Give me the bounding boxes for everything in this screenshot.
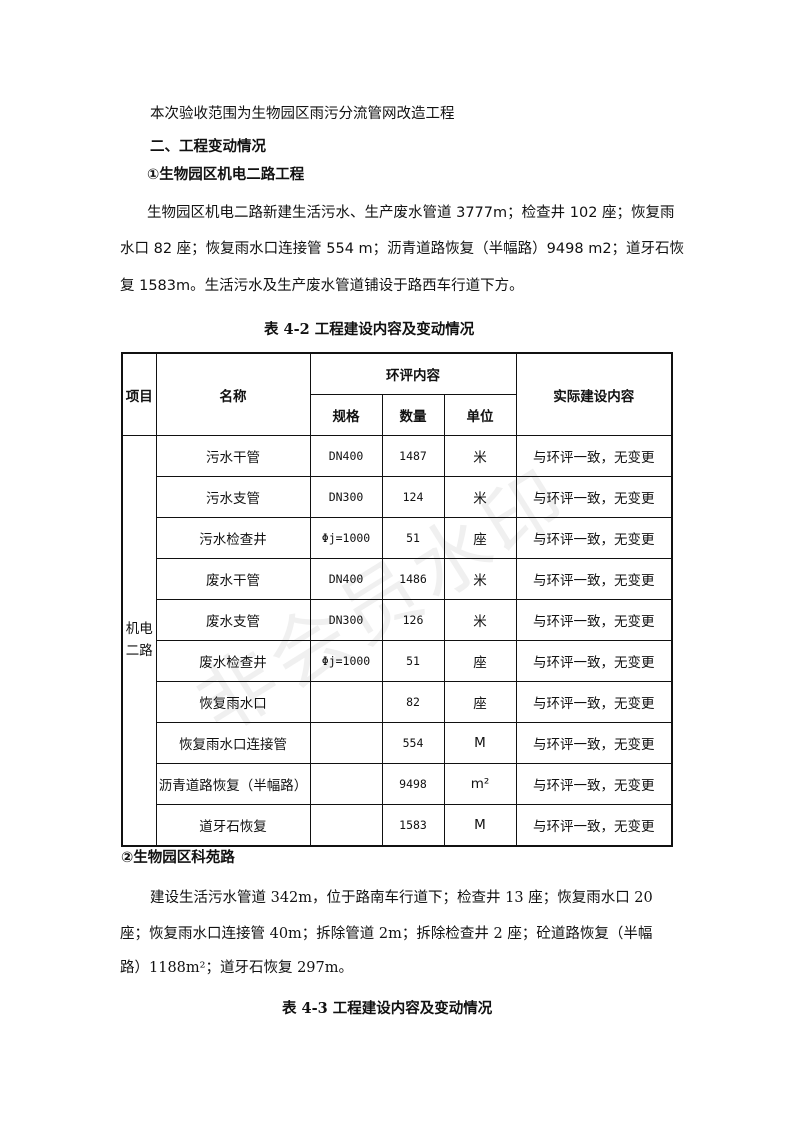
cell-name: 污水检查井: [155, 517, 311, 559]
para2-line: 建设生活污水管道 342m，位于路南车行道下；检查井 13 座；恢复雨水口 20: [150, 890, 653, 906]
cell-name: 废水支管: [155, 599, 311, 641]
cell-actual: 与环评一致，无变更: [515, 640, 673, 682]
header-actual: 实际建设内容: [515, 352, 673, 436]
table-row: 机电二路 污水干管 DN400 1487 米与环评一致，无变更: [121, 435, 673, 847]
cell-name: 废水干管: [155, 558, 311, 600]
cell-spec: [309, 681, 383, 723]
cell-name: 废水检查井: [155, 640, 311, 682]
cell-qty: 51: [381, 517, 445, 559]
cell-unit: 米: [443, 558, 517, 600]
cell-spec: DN300: [309, 476, 383, 518]
cell-spec: [309, 763, 383, 805]
cell-name: 污水支管: [155, 476, 311, 518]
cell-qty: 82: [381, 681, 445, 723]
table-row: 道牙石恢复 1583 M 与环评一致，无变更: [122, 804, 673, 847]
para1-line: 复 1583m。生活污水及生产废水管道铺设于路西车行道下方。: [120, 278, 524, 294]
cell-unit: 米: [443, 435, 517, 477]
cell-actual: 与环评一致，无变更: [515, 681, 673, 723]
cell-unit: 座: [443, 681, 517, 723]
section-heading: 二、工程变动情况: [150, 139, 266, 155]
cell-spec: DN400: [309, 435, 383, 477]
table1: 项目 名称 环评内容 实际建设内容 规格 数量 单位 机电二路 污水干管 DN400…: [121, 352, 673, 847]
para2-line: 座；恢复雨水口连接管 40m；拆除管道 2m；拆除检查井 2 座；砼道路恢复（半…: [120, 926, 653, 942]
cell-unit: 米: [443, 599, 517, 641]
header-unit: 单位: [443, 394, 517, 436]
cell-qty: 126: [381, 599, 445, 641]
cell-qty: 1487: [381, 435, 445, 477]
table-header-row: 项目 名称 环评内容 实际建设内容: [121, 352, 673, 436]
cell-actual: 与环评一致，无变更: [515, 804, 673, 847]
cell-name: 污水干管: [155, 435, 311, 477]
cell-qty: 9498: [381, 763, 445, 805]
cell-name: 恢复雨水口连接管: [155, 722, 311, 764]
cell-spec: Φj=1000: [309, 517, 383, 559]
table-row: 沥青道路恢复（半幅路） 9498 m² 与环评一致，无变更: [122, 763, 673, 805]
header-eia: 环评内容: [309, 352, 517, 395]
cell-spec: [309, 804, 383, 847]
table-row: 废水干管 DN400 1486 米与环评一致，无变更: [122, 558, 673, 600]
cell-actual: 与环评一致，无变更: [515, 435, 673, 477]
table1-caption: 表 4-2 工程建设内容及变动情况: [264, 321, 475, 338]
header-item: 项目: [121, 352, 157, 436]
table-row: 废水支管 DN300 126 米与环评一致，无变更: [122, 599, 673, 641]
cell-actual: 与环评一致，无变更: [515, 722, 673, 764]
para1-line: 生物园区机电二路新建生活污水、生产废水管道 3777m；检查井 102 座；恢复…: [147, 205, 675, 221]
cell-unit: 米: [443, 476, 517, 518]
header-spec: 规格: [309, 394, 383, 436]
cell-actual: 与环评一致，无变更: [515, 763, 673, 805]
cell-name: 沥青道路恢复（半幅路）: [155, 763, 311, 805]
cell-unit: M: [443, 722, 517, 764]
header-qty: 数量: [381, 394, 445, 436]
cell-qty: 1583: [381, 804, 445, 847]
sub2-heading: ②生物园区科苑路: [121, 850, 235, 866]
table-row: 污水检查井 Φj=1000 51 座与环评一致，无变更: [122, 517, 673, 559]
cell-unit: 座: [443, 640, 517, 682]
cell-spec: DN300: [309, 599, 383, 641]
table-row: 恢复雨水口连接管 554 M 与环评一致，无变更: [122, 722, 673, 764]
cell-unit: m²: [443, 763, 517, 805]
para2-line: 路）1188m²；道牙石恢复 297m。: [120, 960, 353, 976]
cell-name: 道牙石恢复: [155, 804, 311, 847]
table-row: 废水检查井 Φj=1000 51 座与环评一致，无变更: [122, 640, 673, 682]
table-row: 污水支管 DN300 124 米与环评一致，无变更: [122, 476, 673, 518]
sub1-heading: ①生物园区机电二路工程: [147, 167, 305, 183]
cell-spec: DN400: [309, 558, 383, 600]
cell-qty: 554: [381, 722, 445, 764]
group-cell: 机电二路: [121, 435, 157, 847]
cell-unit: 座: [443, 517, 517, 559]
cell-qty: 124: [381, 476, 445, 518]
table-row: 恢复雨水口 82 座与环评一致，无变更: [122, 681, 673, 723]
table2-caption: 表 4-3 工程建设内容及变动情况: [282, 1000, 493, 1017]
cell-spec: Φj=1000: [309, 640, 383, 682]
cell-name: 恢复雨水口: [155, 681, 311, 723]
cell-spec: [309, 722, 383, 764]
para1-line: 水口 82 座；恢复雨水口连接管 554 m；沥青道路恢复（半幅路）9498 m…: [120, 241, 685, 257]
cell-qty: 1486: [381, 558, 445, 600]
cell-unit: M: [443, 804, 517, 847]
cell-qty: 51: [381, 640, 445, 682]
table-header-row: 规格 数量 单位: [122, 394, 672, 436]
intro-text: 本次验收范围为生物园区雨污分流管网改造工程: [150, 106, 455, 122]
cell-actual: 与环评一致，无变更: [515, 517, 673, 559]
cell-actual: 与环评一致，无变更: [515, 599, 673, 641]
cell-actual: 与环评一致，无变更: [515, 476, 673, 518]
header-name: 名称: [155, 352, 311, 436]
cell-actual: 与环评一致，无变更: [515, 558, 673, 600]
